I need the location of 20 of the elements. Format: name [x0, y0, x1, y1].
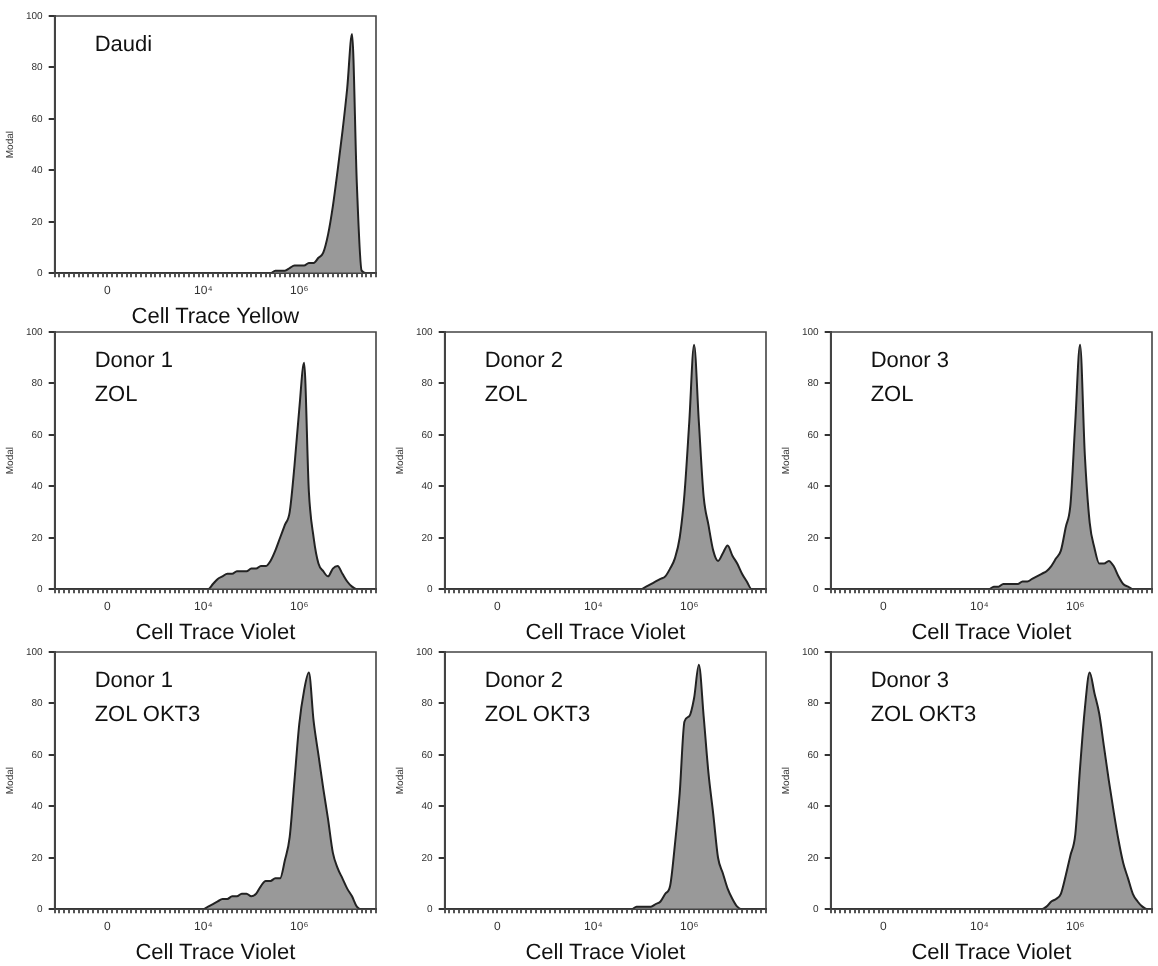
- annotation: Donor 3: [870, 349, 949, 374]
- annotation: ZOL: [94, 383, 138, 408]
- annotation: Donor 3: [870, 669, 949, 694]
- x-axis-title: Cell Trace Violet: [135, 620, 296, 645]
- x-axis-title: Cell Trace Violet: [911, 940, 1072, 965]
- x-axis-title: Cell Trace Violet: [525, 620, 686, 645]
- annotation: ZOL: [870, 383, 914, 408]
- x-axis-title: Cell Trace Yellow: [131, 304, 300, 329]
- x-axis-title: Cell Trace Violet: [135, 940, 296, 965]
- annotation: ZOL: [484, 383, 528, 408]
- x-axis-title: Cell Trace Violet: [525, 940, 686, 965]
- annotation: Daudi: [94, 33, 153, 58]
- annotation: Donor 1: [94, 349, 173, 374]
- annotation: Donor 1: [94, 669, 173, 694]
- annotation: ZOL OKT3: [870, 703, 977, 728]
- annotation: ZOL OKT3: [484, 703, 591, 728]
- annotation: ZOL OKT3: [94, 703, 201, 728]
- annotation: Donor 2: [484, 669, 563, 694]
- annotation: Donor 2: [484, 349, 563, 374]
- x-axis-title: Cell Trace Violet: [911, 620, 1072, 645]
